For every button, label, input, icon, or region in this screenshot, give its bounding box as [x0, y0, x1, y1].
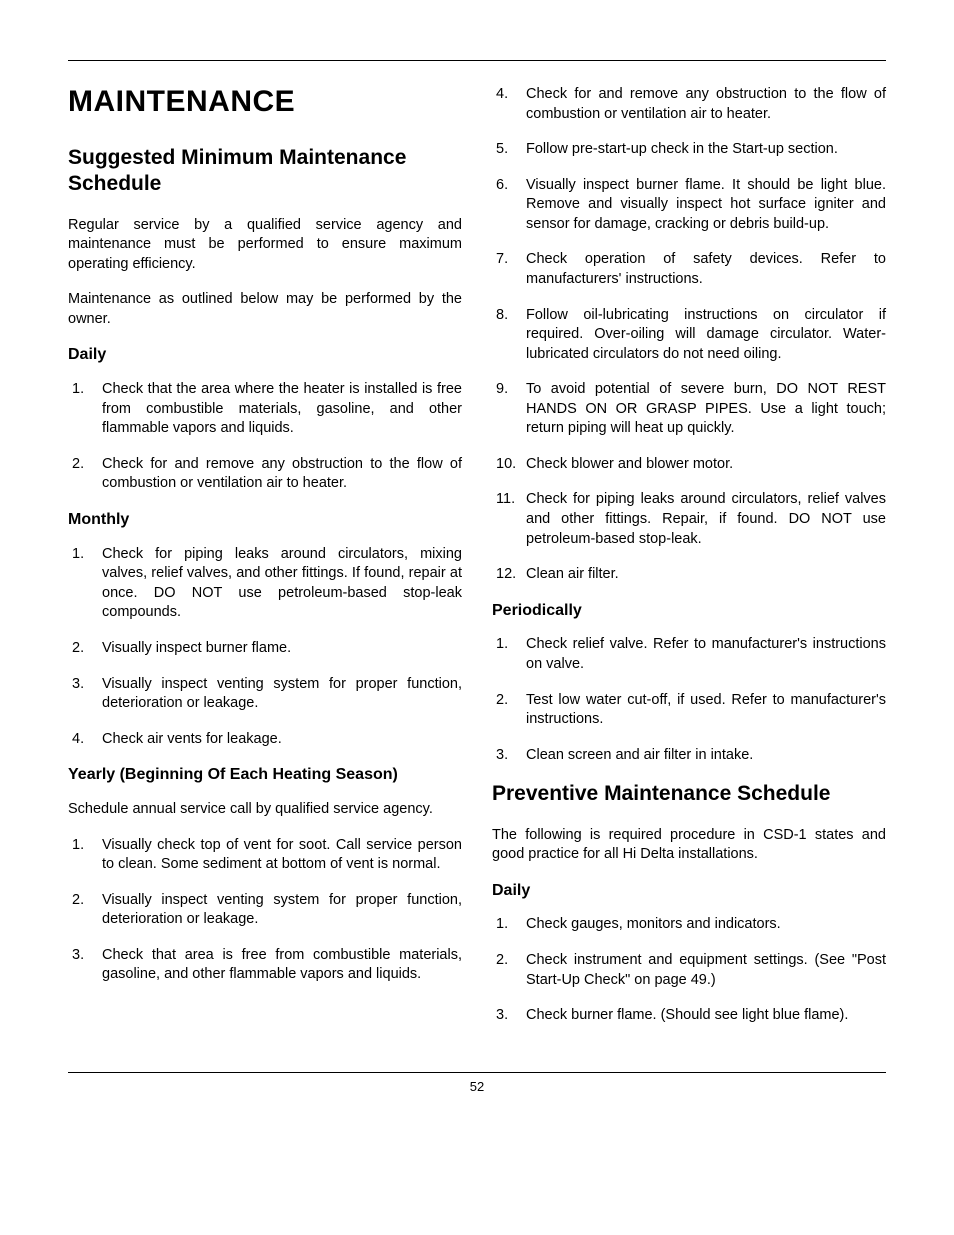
- subheading-monthly: Monthly: [68, 510, 462, 531]
- preventive-intro-paragraph: The following is required procedure in C…: [492, 826, 886, 865]
- list-item: Visually inspect venting system for prop…: [68, 675, 462, 714]
- yearly-intro-paragraph: Schedule annual service call by qualifie…: [68, 800, 462, 820]
- list-item: Check for piping leaks around circulator…: [492, 490, 886, 549]
- top-horizontal-rule: [68, 60, 886, 61]
- list-item: Check for piping leaks around circulator…: [68, 545, 462, 623]
- list-item: Visually check top of vent for soot. Cal…: [68, 836, 462, 875]
- list-item: Clean air filter.: [492, 565, 886, 585]
- bottom-horizontal-rule: 52: [68, 1072, 886, 1094]
- document-page: MAINTENANCE Suggested Minimum Maintenanc…: [0, 0, 954, 1134]
- section-heading-suggested-minimum: Suggested Minimum Maintenance Schedule: [68, 145, 462, 198]
- list-item: Visually inspect venting system for prop…: [68, 891, 462, 930]
- list-item: Follow pre-start-up check in the Start-u…: [492, 140, 886, 160]
- list-item: Visually inspect burner flame. It should…: [492, 176, 886, 235]
- list-item: To avoid potential of severe burn, DO NO…: [492, 380, 886, 439]
- list-item: Check instrument and equipment settings.…: [492, 951, 886, 990]
- list-item: Test low water cut-off, if used. Refer t…: [492, 691, 886, 730]
- subheading-yearly: Yearly (Beginning Of Each Heating Season…: [68, 765, 462, 786]
- section-heading-preventive: Preventive Maintenance Schedule: [492, 781, 886, 807]
- list-item: Visually inspect burner flame.: [68, 639, 462, 659]
- monthly-list: Check for piping leaks around circulator…: [68, 545, 462, 750]
- periodically-list: Check relief valve. Refer to manufacture…: [492, 635, 886, 765]
- list-item: Check relief valve. Refer to manufacture…: [492, 635, 886, 674]
- intro-paragraph-2: Maintenance as outlined below may be per…: [68, 290, 462, 329]
- daily-list: Check that the area where the heater is …: [68, 380, 462, 494]
- subheading-periodically: Periodically: [492, 601, 886, 622]
- main-title: MAINTENANCE: [68, 85, 462, 119]
- list-item: Check gauges, monitors and indicators.: [492, 915, 886, 935]
- list-item: Check for and remove any obstruction to …: [68, 455, 462, 494]
- page-number: 52: [470, 1079, 484, 1094]
- list-item: Check that area is free from combustible…: [68, 946, 462, 985]
- list-item: Clean screen and air filter in intake.: [492, 746, 886, 766]
- list-item: Check air vents for leakage.: [68, 730, 462, 750]
- left-column: MAINTENANCE Suggested Minimum Maintenanc…: [68, 85, 462, 1042]
- list-item: Check operation of safety devices. Refer…: [492, 250, 886, 289]
- subheading-preventive-daily: Daily: [492, 881, 886, 902]
- subheading-daily: Daily: [68, 345, 462, 366]
- list-item: Check that the area where the heater is …: [68, 380, 462, 439]
- yearly-list-right: Check for and remove any obstruction to …: [492, 85, 886, 585]
- intro-paragraph-1: Regular service by a qualified service a…: [68, 216, 462, 275]
- list-item: Follow oil-lubricating instructions on c…: [492, 306, 886, 365]
- preventive-daily-list: Check gauges, monitors and indicators. C…: [492, 915, 886, 1025]
- two-column-layout: MAINTENANCE Suggested Minimum Maintenanc…: [68, 85, 886, 1042]
- list-item: Check for and remove any obstruction to …: [492, 85, 886, 124]
- right-column: Check for and remove any obstruction to …: [492, 85, 886, 1042]
- list-item: Check blower and blower motor.: [492, 455, 886, 475]
- yearly-list-left: Visually check top of vent for soot. Cal…: [68, 836, 462, 985]
- list-item: Check burner flame. (Should see light bl…: [492, 1006, 886, 1026]
